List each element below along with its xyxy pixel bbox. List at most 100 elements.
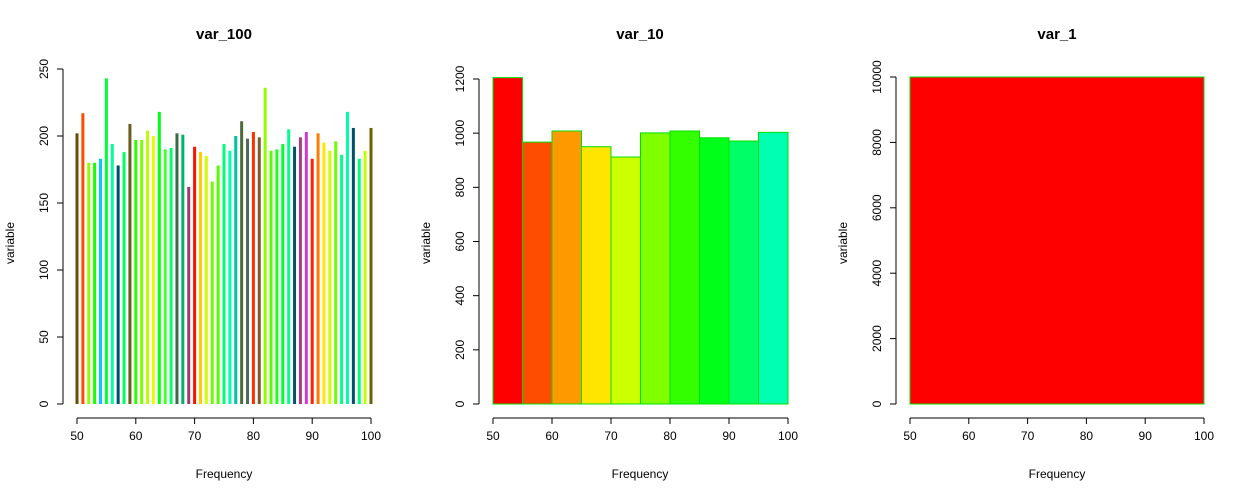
bar [357,158,361,404]
bar [758,131,789,405]
y-tick-label: 200 [453,340,467,360]
y-tick-label: 4000 [870,260,884,287]
bar [316,133,320,404]
y-tick-label: 0 [870,400,884,407]
y-tick-label: 1200 [453,65,467,92]
y-tick-label: 6000 [870,194,884,221]
y-tick-label: 100 [37,260,51,280]
bar [193,146,197,404]
bar [298,137,302,404]
bar-group [75,78,373,405]
bar [210,181,214,404]
x-tick-label: 100 [1194,429,1214,443]
bar [492,77,523,405]
bar [369,127,373,405]
bar [204,156,208,404]
bar [363,150,367,404]
bar [281,144,285,405]
bar [581,146,612,405]
bar [81,113,85,404]
bar [699,137,730,405]
x-tick-label: 80 [1080,429,1094,443]
y-tick-label: 200 [37,126,51,146]
y-tick-label: 10000 [870,60,884,94]
bar [328,150,332,404]
bar [257,137,261,404]
bar [122,152,126,404]
axes: 50 60 70 80 90 100 0 50 100 150 200 250 [37,59,381,443]
x-tick-label: 80 [247,429,261,443]
bar [345,111,349,404]
bar [293,146,297,404]
bar [610,156,641,405]
bar [310,158,314,404]
bar [169,148,173,404]
bar [163,149,167,404]
bar [87,162,91,404]
bar [140,140,144,404]
bar-group [492,77,789,405]
y-tick-label: 2000 [870,325,884,352]
bar [75,133,79,404]
x-tick-label: 70 [188,429,202,443]
x-tick-label: 70 [604,429,618,443]
x-tick-label: 60 [545,429,559,443]
bar [104,78,108,404]
chart-title: var_100 [196,26,252,43]
y-tick-label: 50 [37,330,51,344]
bar [287,129,291,405]
x-axis-label: Frequency [196,467,253,481]
bar [198,152,202,404]
x-tick-label: 90 [306,429,320,443]
bar [728,140,759,405]
bar [334,141,338,405]
y-axis-label: variable [836,222,850,264]
bar [134,140,138,404]
bar [228,150,232,404]
x-tick-label: 50 [486,429,500,443]
x-tick-label: 50 [903,429,917,443]
bar [909,76,1205,405]
y-tick-label: 8000 [870,129,884,156]
bar [340,154,344,404]
bar [246,138,250,404]
y-tick-label: 150 [37,193,51,213]
bar [181,134,185,404]
y-tick-label: 1000 [453,119,467,146]
bar [110,144,114,405]
bar [275,149,279,404]
y-tick-label: 0 [37,400,51,407]
chart-title: var_1 [1037,26,1076,43]
bar [151,136,155,404]
x-axis-label: Frequency [1029,467,1086,481]
bar [304,131,308,405]
y-tick-label: 250 [37,59,51,79]
bar [146,130,150,404]
y-tick-label: 0 [453,400,467,407]
bar [99,158,103,404]
x-tick-label: 80 [663,429,677,443]
bar [240,121,244,404]
bar [551,130,582,405]
bar [522,141,553,405]
panel-var-10: var_10 Frequency variable 50 60 70 80 90 1000… [419,26,798,481]
x-axis-label: Frequency [612,467,669,481]
bar [175,133,179,404]
x-tick-label: 100 [778,429,798,443]
bar [116,165,120,404]
bar [263,87,267,404]
bar [322,142,326,404]
x-tick-label: 60 [962,429,976,443]
bar [128,123,132,404]
bar [669,130,700,405]
bar [251,131,255,405]
x-tick-label: 50 [70,429,84,443]
y-tick-label: 600 [453,231,467,251]
bar [640,132,671,405]
bar [157,111,161,404]
x-tick-label: 100 [361,429,381,443]
x-tick-label: 70 [1021,429,1035,443]
y-tick-label: 800 [453,177,467,197]
